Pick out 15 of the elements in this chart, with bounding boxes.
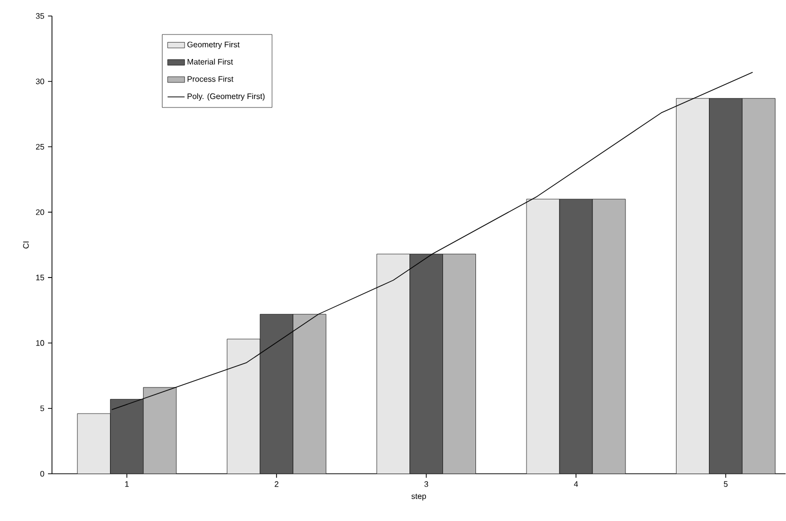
- bar: [77, 414, 111, 474]
- bar: [742, 98, 776, 474]
- bar: [226, 338, 260, 474]
- bar: [110, 399, 144, 474]
- bar: [559, 199, 593, 474]
- bar: [260, 314, 294, 474]
- bar: [292, 314, 326, 474]
- bar: [376, 254, 410, 474]
- bar: [143, 387, 177, 474]
- bar: [442, 254, 476, 474]
- bar: [410, 254, 443, 474]
- bar: [526, 199, 560, 474]
- bar: [676, 98, 710, 474]
- bar: [709, 98, 742, 474]
- bar: [592, 199, 626, 474]
